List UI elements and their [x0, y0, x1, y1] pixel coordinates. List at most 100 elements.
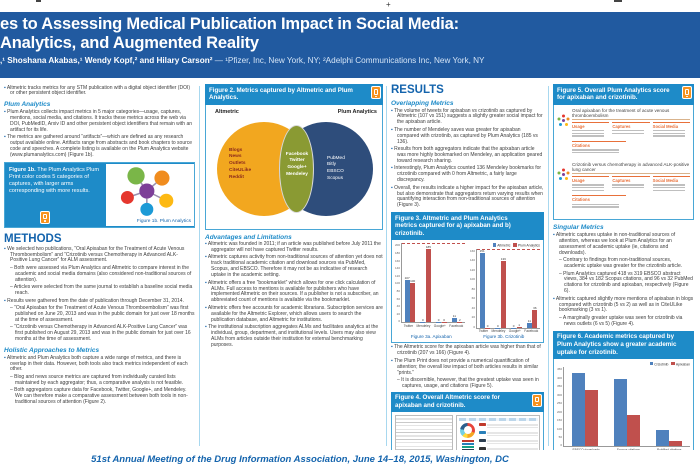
altmetric-navbar [458, 417, 538, 422]
venn-shared-items: Facebook Twitter Google+ Mendeley [283, 152, 311, 180]
figure4-title-text: Figure 4. Overall Altmetric score for ap… [395, 394, 500, 410]
figure3b-chart: Altmetric Plum Analytics 160 140 120 100 80 60 4… [470, 243, 540, 333]
bullet-item: Results were gathered from the date of p… [4, 298, 195, 305]
figure3-title: Figure 3. Altmetric and Plum Analytics m… [391, 212, 544, 241]
bar-group: 107 100 [405, 243, 415, 323]
bar [571, 373, 585, 447]
venn-item: Outlets [229, 161, 246, 167]
plum-metric-box: Citations [572, 195, 627, 211]
plum-metric-box: Social Media [652, 175, 690, 192]
bullet-item: Altmetric tracks metrics for any STM pub… [4, 85, 195, 98]
column-divider-1 [199, 86, 200, 446]
bullet-item: “Crizotinib versus Chemotherapy in Advan… [4, 324, 195, 343]
bar-group: 151 0 [480, 249, 491, 328]
column-1: Altmetric tracks metrics for any STM pub… [4, 84, 195, 450]
bullet-item: Altmetric was founded in 2011; if an art… [205, 241, 383, 254]
bar: 151 [480, 249, 485, 328]
bullet-item: Contrary to findings from non-traditiona… [553, 257, 694, 270]
poster-title-line2: Analytics, and Augmented Reality [0, 33, 259, 52]
plum-metric-box: Captures [612, 175, 650, 192]
bar: 107 [405, 276, 410, 323]
bullet-item: The metrics are gathered around “artifac… [4, 134, 195, 159]
figure1b-label: Figure 1b. [9, 166, 36, 173]
venn-item: Facebook [285, 151, 309, 157]
venn-item: Bitly [327, 162, 337, 168]
bar: 2 [457, 317, 463, 323]
altmetric-detail-thumbnail [456, 415, 540, 450]
altmetric-mention-rows [478, 422, 538, 450]
badge-icon [478, 439, 486, 443]
ar-phone-icon [682, 86, 692, 99]
altmetric-badge-column [459, 422, 477, 450]
plot-area [563, 367, 690, 448]
bar-group: 0 185 [420, 243, 431, 323]
figure6-title: Figure 6. Academic metrics captured by P… [553, 330, 694, 359]
bullet-item: A marginally greater uptake was seen for… [553, 315, 694, 328]
plum-analytics-heading: Plum Analytics [4, 101, 51, 109]
venn-item: Twitter [289, 158, 305, 164]
venn-right-label: Plum Analytics [337, 108, 377, 115]
altmetric-score-grid [461, 439, 474, 450]
venn-item: News [229, 154, 242, 160]
bar: 11 [451, 314, 457, 323]
author-names: ,¹ Shoshana Akabas,¹ Wendy Kopf,² and Hi… [0, 55, 213, 65]
x-axis-labels: Twitter Mendeley Google+ Facebook [403, 323, 464, 328]
figure5-title: Figure 5. Overall Plum Analytics score f… [553, 84, 694, 105]
bar [655, 429, 669, 447]
ar-phone-icon [40, 210, 50, 224]
legend-item: Crizotinib [649, 361, 668, 366]
bullet-item: The volume of tweets for apixaban vs cri… [391, 108, 544, 127]
chart-legend: Altmetric Plum Analytics [470, 243, 540, 248]
bullet-item: Plum Analytics collects impact metrics i… [4, 109, 195, 134]
figure1b-caption: Figure 1b. Plum Analytics [136, 218, 191, 224]
bullet-item: Altmetric captured slightly more mention… [553, 296, 694, 315]
bar [585, 390, 599, 447]
bullet-item: The number of Mendeley saves was greater… [391, 127, 544, 146]
figure3-box: 200 180 160 140 120 100 80 60 40 20 0 107 100 0 185 0 0 1… [391, 240, 544, 344]
overlapping-heading: Overlapping Metrics [391, 100, 454, 107]
bar: 136 [501, 257, 506, 328]
venn-left-label: Altmetric [215, 108, 239, 115]
plum-metric-box: Social Media [652, 121, 690, 138]
bullet-item: Results from both aggregators indicate t… [391, 146, 544, 165]
venn-item: CiteULike [229, 168, 252, 174]
bar: 100 [410, 279, 415, 323]
figure3b-caption: Figure 3b. Crizotinib [483, 334, 525, 340]
figure3a-chart: 200 180 160 140 120 100 80 60 40 20 0 107 100 0 185 0 0 1… [395, 243, 465, 333]
legend-item: Altmetric [492, 243, 510, 248]
holistic-bullets: Altmetric and Plum Analytics both captur… [4, 355, 195, 406]
bullet-item: Overall, the results indicate a higher i… [391, 185, 544, 210]
figure3a-caption: Figure 3a. Apixaban [410, 334, 452, 340]
bar [613, 379, 627, 447]
bullet-item: The Altmetric score for the apixaban art… [391, 345, 544, 357]
crop-mark-strip: + [0, 0, 700, 12]
figure5-box: Oral apixaban for the treatment of acute… [553, 104, 694, 221]
bar: 185 [426, 245, 431, 323]
bar-group [571, 367, 599, 447]
venn-item: Scopus [327, 176, 343, 182]
figure6-chart: Crizotinib Apixaban 450 400 350 300 250 200 150 1… [557, 361, 690, 450]
legend-item: Apixaban [671, 361, 690, 366]
holistic-heading: Holistic Approaches to Metrics [4, 347, 100, 355]
bullet-item: Plum Analytics captured 418 vs 319 EBSCO… [553, 271, 694, 296]
crop-mark-left [36, 0, 41, 2]
altmetric-article-list-thumbnail [395, 415, 453, 450]
column-3: RESULTS Overlapping Metrics The volume o… [391, 84, 544, 450]
poster-header: es to Assessing Medical Publication Impa… [0, 12, 700, 78]
figure1b-description: The Plum Analytics Plum Print color code… [9, 166, 100, 195]
figure2-title: Figure 2. Metrics captured by Altmetric … [205, 84, 383, 105]
figure5-title-text: Figure 5. Overall Plum Analytics score f… [557, 86, 670, 102]
bullet-item: We selected two publications, “Oral Apix… [4, 246, 195, 265]
singular-heading: Singular Metrics [553, 224, 604, 232]
figure1b-graphic-area: Figure 1b. Plum Analytics [106, 163, 194, 226]
x-axis-labels: EBSCO downloads Scopus citations PubMed ci… [572, 447, 682, 450]
advantages-heading: Advantages and Limitations [205, 233, 292, 241]
author-affiliations: — ¹Pfizer, Inc, New York, NY; ²Adelphi C… [212, 55, 485, 65]
figure1b-box: Figure 1b. The Plum Analytics Plum Print… [4, 161, 195, 228]
figure4-box [391, 412, 544, 450]
figure6-box: Crizotinib Apixaban 450 400 350 300 250 200 150 1… [553, 358, 694, 450]
article-title: Oral apixaban for the treatment of acute… [572, 108, 690, 120]
figure2-box: Altmetric Plum Analytics Blogs News Outlet… [205, 104, 383, 230]
